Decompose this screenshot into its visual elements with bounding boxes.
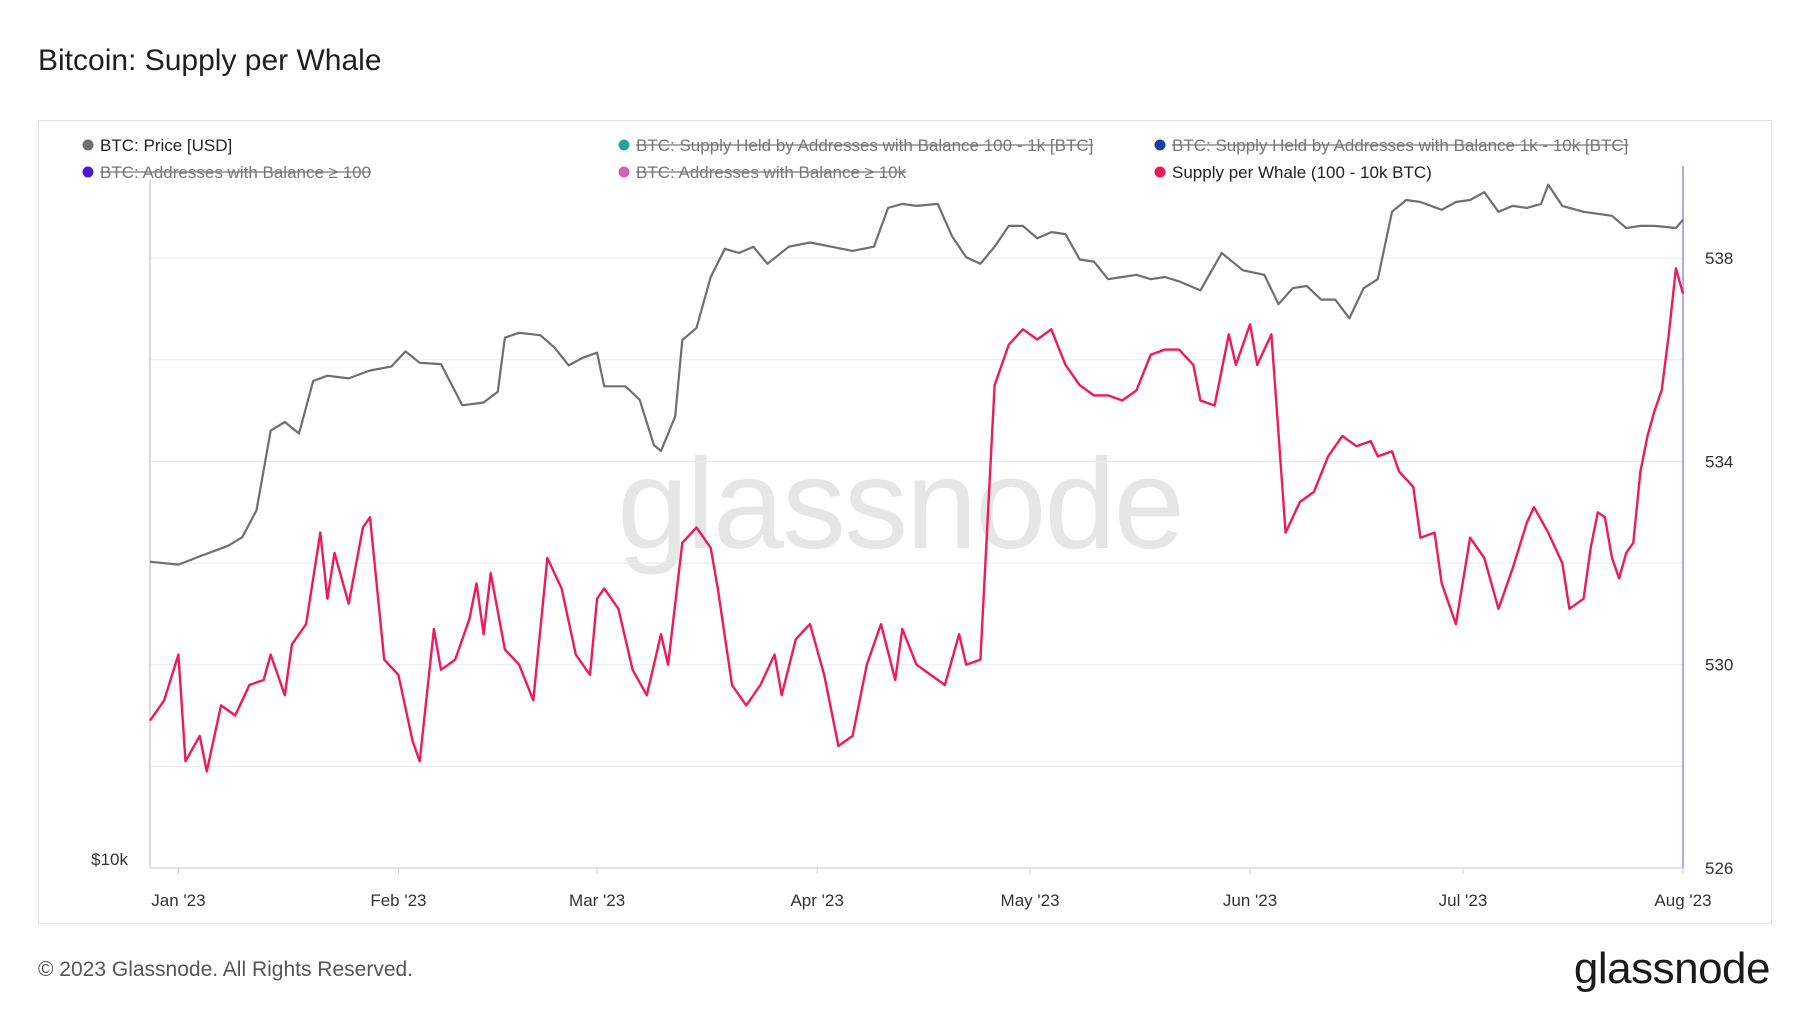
legend-item-label[interactable]: Supply per Whale (100 - 10k BTC) xyxy=(1172,163,1432,182)
x-axis-tick-label: Apr '23 xyxy=(790,891,843,910)
left-axis-tick-label: $10k xyxy=(91,850,128,869)
legend-item-label[interactable]: BTC: Price [USD] xyxy=(100,136,232,155)
chart-panel xyxy=(38,120,1772,924)
x-axis-tick-label: Jul '23 xyxy=(1439,891,1488,910)
legend-marker xyxy=(82,166,94,178)
watermark-text: glassnode xyxy=(617,433,1183,576)
series-line-supply-per-whale xyxy=(149,267,1685,773)
x-axis-tick-label: Jan '23 xyxy=(151,891,205,910)
legend-marker xyxy=(618,166,630,178)
copyright-footer: © 2023 Glassnode. All Rights Reserved. xyxy=(38,958,414,981)
legend-marker xyxy=(1154,139,1166,151)
x-axis-tick-label: Mar '23 xyxy=(569,891,625,910)
right-axis-tick-label: 534 xyxy=(1705,452,1733,471)
right-axis-tick-label: 538 xyxy=(1705,249,1733,268)
x-axis-tick-label: Jun '23 xyxy=(1223,891,1277,910)
glassnode-logo: glassnode xyxy=(1573,944,1771,993)
x-axis-tick-label: Feb '23 xyxy=(370,891,426,910)
legend-marker xyxy=(1154,166,1166,178)
legend-marker xyxy=(618,139,630,151)
chart-title: Bitcoin: Supply per Whale xyxy=(38,44,382,77)
x-axis-tick-label: May '23 xyxy=(1001,891,1060,910)
x-axis-tick-label: Aug '23 xyxy=(1654,891,1711,910)
series-line-btc-price xyxy=(149,183,1684,566)
right-axis-tick-label: 530 xyxy=(1705,656,1733,675)
right-axis-tick-label: 526 xyxy=(1705,859,1733,878)
legend-marker xyxy=(82,139,94,151)
